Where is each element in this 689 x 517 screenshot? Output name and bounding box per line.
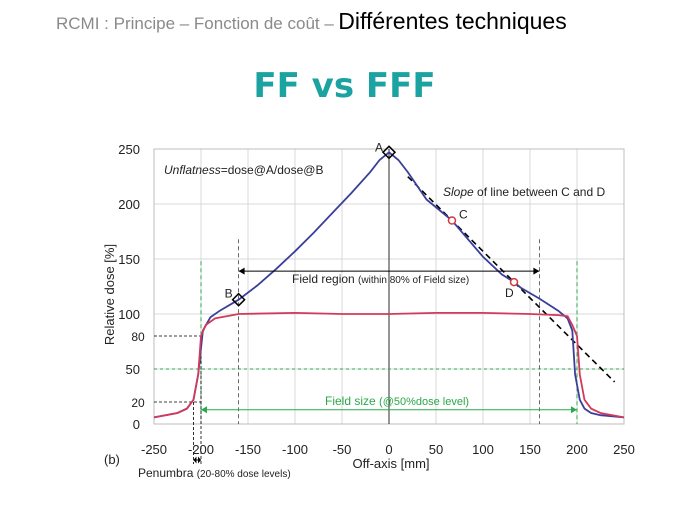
y-tick-label: 250 (118, 142, 140, 157)
x-axis-label: Off-axis [mm] (352, 456, 429, 471)
x-tick-label: 250 (613, 442, 635, 457)
marker-label-d: D (505, 286, 514, 300)
x-tick-label: 200 (566, 442, 588, 457)
extra-y-label: 80 (131, 330, 145, 344)
x-tick-label: -100 (282, 442, 308, 457)
field-size-arrow-head-right (571, 406, 577, 414)
header-title: Différentes techniques (338, 8, 567, 34)
ff-profile-line (153, 311, 625, 419)
penumbra-arrow-head-right (198, 456, 201, 464)
marker-label-b: B (225, 287, 233, 301)
slope-annotation-part-0: Slope (443, 185, 474, 199)
penumbra-annotation: Penumbra (20-80% dose levels) (138, 466, 291, 480)
x-tick-label: 150 (519, 442, 541, 457)
field-region-annotation-part-2: (within 80% of Field size) (358, 275, 469, 286)
x-tick-label: -200 (188, 442, 214, 457)
x-tick-label: 0 (385, 442, 392, 457)
marker-label-a: A (375, 140, 383, 154)
field-size-annotation-part-2: (@50%dose level) (379, 396, 469, 408)
x-tick-label: 50 (429, 442, 443, 457)
penumbra-annotation-part-2: (20-80% dose levels) (197, 469, 291, 480)
penumbra-arrow-head-left (193, 456, 197, 464)
y-tick-label: 150 (118, 252, 140, 267)
marker-b (231, 292, 246, 307)
y-tick-label: 200 (118, 197, 140, 212)
x-tick-label: -50 (333, 442, 352, 457)
y-tick-label: 0 (133, 417, 140, 432)
y-tick-label: 100 (118, 307, 140, 322)
field-size-arrow-head-left (201, 406, 207, 414)
y-axis-label: Relative dose [%] (102, 244, 117, 345)
slide-header: RCMI : Principe – Fonction de coût – Dif… (56, 8, 567, 35)
header-prefix: RCMI : Principe – Fonction de coût – (56, 14, 334, 33)
slope-annotation: Slope of line between C and D (443, 185, 605, 199)
field-region-annotation-part-0: Field region (292, 272, 355, 286)
marker-c (447, 216, 457, 225)
x-tick-label: -250 (141, 442, 167, 457)
slope-annotation-part-1: of line between C and D (474, 185, 606, 199)
extra-y-label: 20 (131, 396, 145, 410)
panel-label: (b) (104, 452, 120, 467)
field-region-arrow-head-left (238, 267, 245, 275)
marker-a (381, 145, 397, 160)
field-region-annotation: Field region (within 80% of Field size) (292, 272, 469, 286)
unflatness-annotation-part-0: Unflatness (164, 163, 221, 177)
x-tick-label: 100 (472, 442, 494, 457)
field-size-annotation-part-0: Field size (325, 394, 376, 408)
slide-subtitle: FF vs FFF (253, 66, 436, 106)
unflatness-annotation-part-1: =dose@A/dose@B (221, 163, 324, 177)
field-region-arrow-head-right (533, 267, 540, 275)
marker-d (509, 277, 519, 287)
x-tick-label: -150 (235, 442, 261, 457)
unflatness-annotation: Unflatness=dose@A/dose@B (164, 163, 323, 177)
marker-label-c: C (459, 208, 468, 222)
penumbra-annotation-part-0: Penumbra (138, 466, 194, 480)
fff-profile-line (153, 151, 625, 419)
y-tick-label: 50 (126, 362, 140, 377)
field-size-annotation: Field size (@50%dose level) (325, 394, 469, 408)
